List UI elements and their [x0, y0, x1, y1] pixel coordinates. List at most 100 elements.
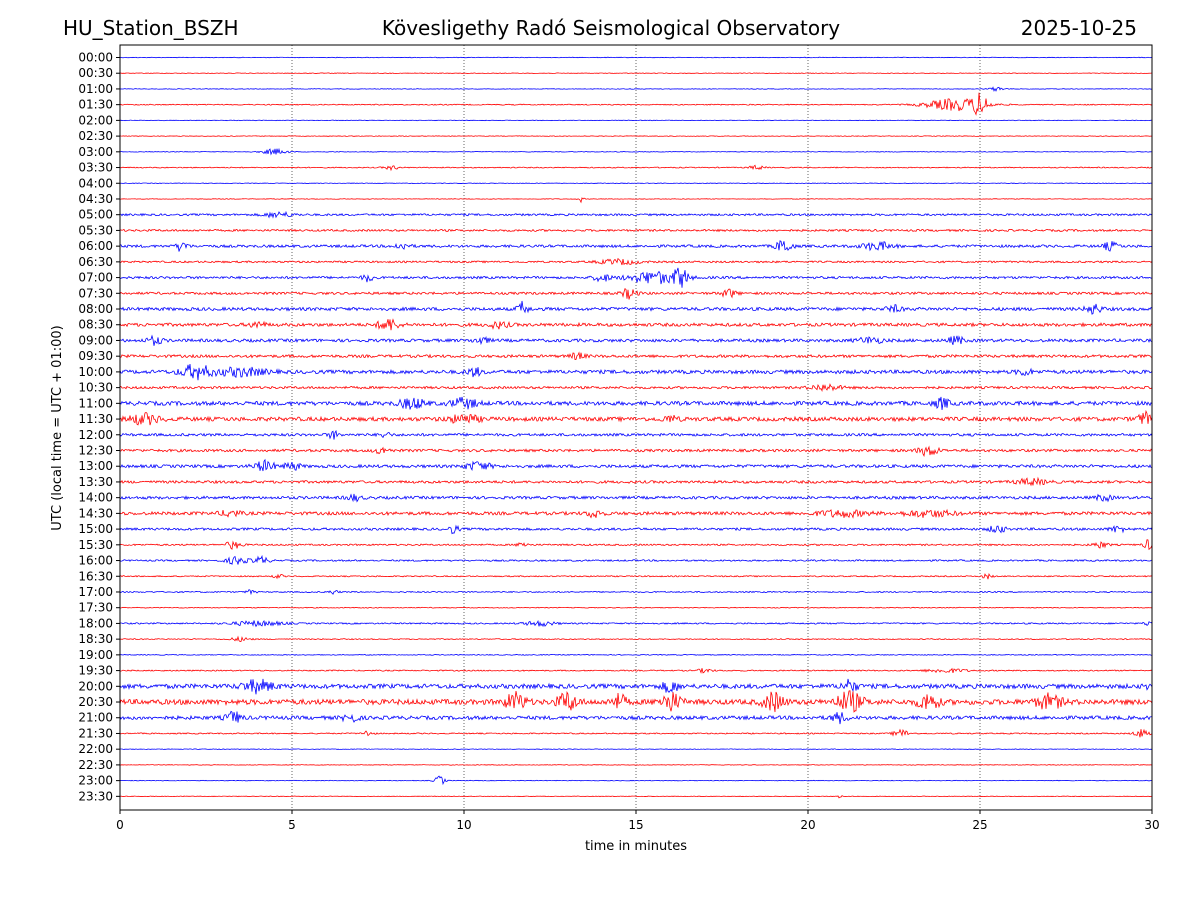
- trace-2000: [119, 678, 1153, 695]
- y-tick-label: 00:00: [78, 51, 113, 65]
- trace-0730: [119, 287, 1153, 300]
- trace-1900: [119, 653, 1153, 656]
- x-tick-label: 20: [800, 818, 815, 832]
- trace-1100: [119, 396, 1153, 410]
- trace-2300: [119, 775, 1153, 786]
- trace-0800: [119, 300, 1153, 315]
- x-tick-label: 0: [116, 818, 124, 832]
- y-tick-label: 21:30: [78, 726, 113, 740]
- y-tick-label: 23:30: [78, 789, 113, 803]
- trace-2100: [119, 710, 1153, 725]
- y-tick-label: 22:30: [78, 758, 113, 772]
- y-tick-label: 01:00: [78, 82, 113, 96]
- x-tick-label: 10: [456, 818, 471, 832]
- y-tick-label: 17:30: [78, 601, 113, 615]
- trace-1930: [119, 667, 1153, 674]
- y-tick-label: 12:00: [78, 428, 113, 442]
- y-tick-label: 13:00: [78, 459, 113, 473]
- y-tick-label: 05:00: [78, 208, 113, 222]
- trace-1030: [119, 383, 1153, 392]
- trace-0130: [119, 92, 1153, 116]
- x-tick-label: 15: [628, 818, 643, 832]
- trace-1800: [119, 619, 1153, 628]
- x-tick-label: 25: [972, 818, 987, 832]
- y-tick-label: 11:30: [78, 412, 113, 426]
- y-tick-label: 23:00: [78, 774, 113, 788]
- y-tick-label: 04:30: [78, 192, 113, 206]
- trace-0600: [119, 240, 1153, 252]
- trace-2200: [119, 748, 1153, 750]
- trace-1000: [119, 363, 1153, 381]
- trace-0630: [119, 257, 1153, 266]
- y-tick-label: 02:30: [78, 129, 113, 143]
- y-tick-label: 14:00: [78, 491, 113, 505]
- y-tick-label: 20:00: [78, 679, 113, 693]
- trace-0930: [119, 351, 1153, 361]
- plot-frame: [119, 44, 1153, 811]
- y-tick-label: 16:00: [78, 554, 113, 568]
- y-tick-label: 01:30: [78, 98, 113, 112]
- y-tick-label: 19:30: [78, 664, 113, 678]
- y-tick-label: 03:00: [78, 145, 113, 159]
- trace-2230: [119, 764, 1153, 766]
- x-axis-label: time in minutes: [585, 839, 687, 854]
- chart-title: Kövesligethy Radó Seismological Observat…: [382, 16, 840, 40]
- x-tick-layer: 0 5 10 15 20 25 30: [116, 810, 1160, 832]
- y-tick-label: 06:00: [78, 239, 113, 253]
- trace-0430: [119, 197, 1153, 204]
- y-tick-label: 15:30: [78, 538, 113, 552]
- trace-0830: [119, 318, 1153, 331]
- trace-0030: [119, 72, 1153, 74]
- y-tick-label: 11:00: [78, 396, 113, 410]
- trace-0200: [119, 119, 1153, 122]
- trace-1830: [119, 635, 1153, 642]
- trace-1730: [119, 606, 1153, 609]
- trace-0230: [119, 135, 1153, 137]
- y-tick-label: 08:30: [78, 318, 113, 332]
- trace-1300: [119, 458, 1153, 472]
- trace-2130: [119, 728, 1153, 738]
- trace-1600: [119, 554, 1153, 565]
- y-axis-label: UTC (local time = UTC + 01:00): [50, 325, 65, 530]
- date-title: 2025-10-25: [1021, 16, 1137, 40]
- trace-0330: [119, 164, 1153, 172]
- trace-1330: [119, 476, 1153, 487]
- y-tick-label: 02:00: [78, 113, 113, 127]
- trace-0500: [119, 210, 1153, 219]
- y-tick-label: 07:00: [78, 271, 113, 285]
- traces-layer: [119, 56, 1153, 799]
- trace-1230: [119, 445, 1153, 457]
- trace-1430: [119, 508, 1153, 519]
- trace-1400: [119, 493, 1153, 503]
- trace-1200: [119, 429, 1153, 440]
- trace-1630: [119, 572, 1153, 580]
- y-tick-label: 18:30: [78, 632, 113, 646]
- trace-1130: [119, 409, 1153, 426]
- trace-1500: [119, 524, 1153, 535]
- y-tick-label: 09:00: [78, 333, 113, 347]
- y-tick-label: 04:00: [78, 176, 113, 190]
- trace-0900: [119, 334, 1153, 346]
- y-tick-label: 15:00: [78, 522, 113, 536]
- station-title: HU_Station_BSZH: [63, 16, 239, 40]
- trace-0100: [119, 86, 1153, 92]
- trace-0700: [119, 267, 1153, 288]
- trace-1700: [119, 589, 1153, 596]
- y-tick-label: 07:30: [78, 286, 113, 300]
- y-tick-label: 10:00: [78, 365, 113, 379]
- y-tick-label: 22:00: [78, 742, 113, 756]
- y-tick-label: 17:00: [78, 585, 113, 599]
- y-tick-label: 08:00: [78, 302, 113, 316]
- y-tick-label: 03:30: [78, 161, 113, 175]
- y-tick-label: 20:30: [78, 695, 113, 709]
- trace-0300: [119, 147, 1153, 156]
- y-tick-label: 14:30: [78, 506, 113, 520]
- y-tick-label: 19:00: [78, 648, 113, 662]
- trace-0000: [119, 56, 1153, 59]
- x-tick-label: 30: [1144, 818, 1159, 832]
- y-tick-label: 09:30: [78, 349, 113, 363]
- y-tick-label: 00:30: [78, 66, 113, 80]
- y-tick-label: 05:30: [78, 223, 113, 237]
- y-tick-label: 16:30: [78, 569, 113, 583]
